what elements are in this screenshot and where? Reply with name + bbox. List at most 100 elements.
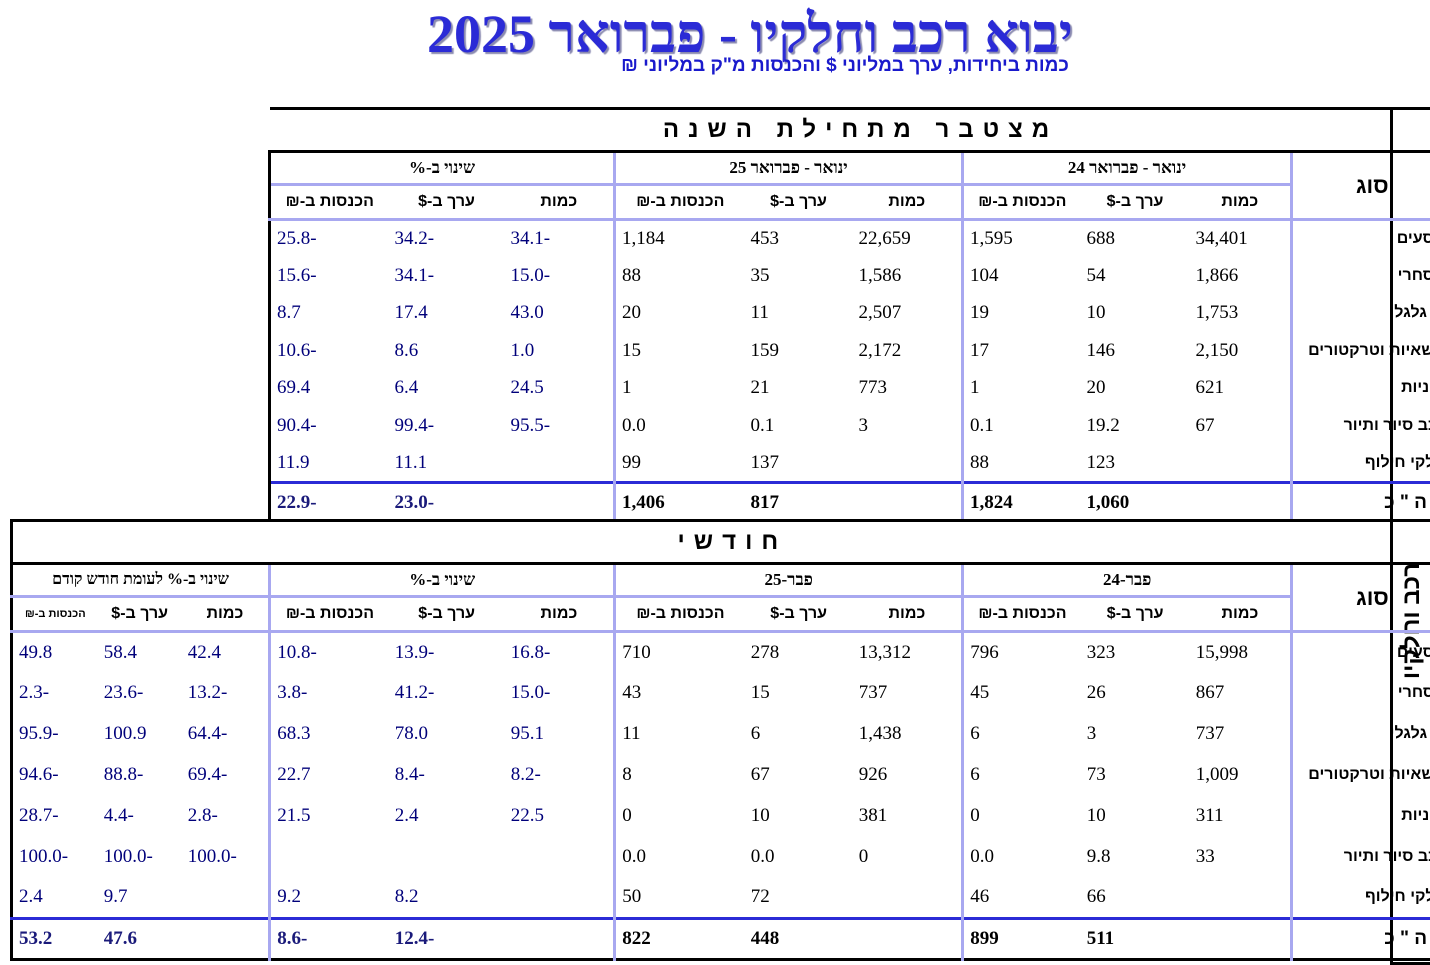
ytd-col-qty-change: כמות bbox=[505, 185, 615, 220]
ytd-section-title: מצטבר מתחילת השנה bbox=[270, 109, 1430, 152]
cell-p-val: 10 bbox=[1081, 295, 1190, 333]
ytd-group-prev: ינואר - פברואר 24 bbox=[963, 152, 1292, 185]
row-label: מוניות bbox=[1292, 370, 1430, 408]
ytd-col-rev-prev: הכנסות ב-₪ bbox=[963, 185, 1081, 220]
cell-ch-qty: -15.0 bbox=[505, 673, 615, 714]
cell-m-val: -100.0 bbox=[98, 837, 182, 878]
cell-p-val: 73 bbox=[1081, 755, 1190, 796]
monthly-col-rev-change: הכנסות ב-₪ bbox=[270, 597, 389, 632]
row-label: מוניות bbox=[1292, 796, 1430, 837]
cell-ch-rev bbox=[270, 837, 389, 878]
cell-ch-qty bbox=[505, 445, 615, 483]
table-row: רכב סיור ותיור6719.20.130.10.0-95.5-99.4… bbox=[270, 407, 1430, 445]
cell-ch-qty: 22.5 bbox=[505, 796, 615, 837]
cell-p-qty: 34,401 bbox=[1190, 220, 1292, 258]
cell-c-val: 6 bbox=[745, 714, 853, 755]
cell-p-val: 146 bbox=[1081, 332, 1190, 370]
cell-c-qty: 926 bbox=[853, 755, 963, 796]
cell-p-val: 1,060 bbox=[1081, 482, 1190, 522]
cell-ch-val: 8.2 bbox=[389, 878, 505, 919]
monthly-col-qty-change: כמות bbox=[505, 597, 615, 632]
cell-p-val: 123 bbox=[1081, 445, 1190, 483]
cell-c-rev: 11 bbox=[615, 714, 745, 755]
table-row: נוסעים34,4016881,59522,6594531,184-34.1-… bbox=[270, 220, 1430, 258]
cell-c-val: 817 bbox=[745, 482, 853, 522]
cell-c-qty: 381 bbox=[853, 796, 963, 837]
cell-c-val: 453 bbox=[745, 220, 853, 258]
cell-ch-val: -23.0 bbox=[389, 482, 505, 522]
cell-c-val: 137 bbox=[745, 445, 853, 483]
cell-ch-qty: 24.5 bbox=[505, 370, 615, 408]
cell-m-rev: -28.7 bbox=[12, 796, 98, 837]
cell-p-rev: 19 bbox=[963, 295, 1081, 333]
row-label: דו גלגלי bbox=[1292, 295, 1430, 333]
cell-c-val: 278 bbox=[745, 632, 853, 673]
row-label: מסחרי bbox=[1292, 257, 1430, 295]
table-row: דו גלגלי737361,43861195.178.068.3-64.410… bbox=[12, 714, 1430, 755]
row-label: משאיות וטרקטורים bbox=[1292, 755, 1430, 796]
monthly-group-prev: פבר-24 bbox=[963, 564, 1292, 597]
cell-p-val: 19.2 bbox=[1081, 407, 1190, 445]
monthly-col-rev-prev: הכנסות ב-₪ bbox=[963, 597, 1081, 632]
cell-ch-rev: 69.4 bbox=[270, 370, 389, 408]
cell-c-val: 35 bbox=[745, 257, 853, 295]
cell-m-val: -88.8 bbox=[98, 755, 182, 796]
ytd-col-value-curr: ערך ב-$ bbox=[745, 185, 853, 220]
cell-m-val: 47.6 bbox=[98, 919, 182, 960]
cell-p-qty bbox=[1190, 919, 1292, 960]
row-label: חלקי חילוף bbox=[1292, 878, 1430, 919]
monthly-section-title: חודשי bbox=[12, 521, 1430, 564]
cell-m-qty: -69.4 bbox=[182, 755, 270, 796]
ytd-col-qty-curr: כמות bbox=[853, 185, 963, 220]
cell-c-qty bbox=[853, 482, 963, 522]
cell-c-qty bbox=[853, 878, 963, 919]
monthly-group-curr: פבר-25 bbox=[615, 564, 963, 597]
cell-m-qty bbox=[182, 878, 270, 919]
cell-p-rev: 88 bbox=[963, 445, 1081, 483]
cell-ch-qty bbox=[505, 482, 615, 522]
cell-ch-val: -34.2 bbox=[389, 220, 505, 258]
cell-c-rev: 1 bbox=[615, 370, 745, 408]
cell-m-rev: -94.6 bbox=[12, 755, 98, 796]
cell-p-qty: 621 bbox=[1190, 370, 1292, 408]
cell-ch-rev: -22.9 bbox=[270, 482, 389, 522]
row-label: רכב סיור ותיור bbox=[1292, 837, 1430, 878]
cell-ch-rev: -25.8 bbox=[270, 220, 389, 258]
cell-p-qty: 2,150 bbox=[1190, 332, 1292, 370]
cell-ch-qty: 95.1 bbox=[505, 714, 615, 755]
cell-m-rev: -95.9 bbox=[12, 714, 98, 755]
ytd-body: נוסעים34,4016881,59522,6594531,184-34.1-… bbox=[270, 220, 1430, 522]
table-row: מוניות62120177321124.56.469.4 bbox=[270, 370, 1430, 408]
cell-p-qty bbox=[1190, 878, 1292, 919]
cell-p-val: 3 bbox=[1081, 714, 1190, 755]
cell-p-qty: 1,866 bbox=[1190, 257, 1292, 295]
cell-ch-val: 17.4 bbox=[389, 295, 505, 333]
ytd-group-change: שינוי ב-% bbox=[270, 152, 615, 185]
cell-ch-rev: -10.8 bbox=[270, 632, 389, 673]
cell-p-rev: 46 bbox=[963, 878, 1081, 919]
ytd-col-value-change: ערך ב-$ bbox=[389, 185, 505, 220]
cell-ch-qty bbox=[505, 919, 615, 960]
ytd-col-qty-prev: כמות bbox=[1190, 185, 1292, 220]
cell-p-qty: 737 bbox=[1190, 714, 1292, 755]
ytd-type-header: סוג bbox=[1292, 152, 1430, 220]
cell-m-qty: -13.2 bbox=[182, 673, 270, 714]
cell-ch-qty bbox=[505, 878, 615, 919]
cell-c-rev: 0.0 bbox=[615, 837, 745, 878]
cell-c-qty: 3 bbox=[853, 407, 963, 445]
monthly-group-mom: שינוי ב-% לעומת חודש קודם bbox=[12, 564, 270, 597]
cell-p-qty: 867 bbox=[1190, 673, 1292, 714]
cell-ch-val: -41.2 bbox=[389, 673, 505, 714]
cell-c-qty bbox=[853, 445, 963, 483]
cell-c-qty: 1,438 bbox=[853, 714, 963, 755]
table-row: מוניות31110038110022.52.421.5-2.8-4.4-28… bbox=[12, 796, 1430, 837]
cell-ch-rev: -15.6 bbox=[270, 257, 389, 295]
cell-p-qty: 1,009 bbox=[1190, 755, 1292, 796]
cell-c-val: 0.0 bbox=[745, 837, 853, 878]
cell-p-rev: 6 bbox=[963, 714, 1081, 755]
cell-c-qty: 2,507 bbox=[853, 295, 963, 333]
cell-c-qty bbox=[853, 919, 963, 960]
monthly-col-qty-curr: כמות bbox=[853, 597, 963, 632]
